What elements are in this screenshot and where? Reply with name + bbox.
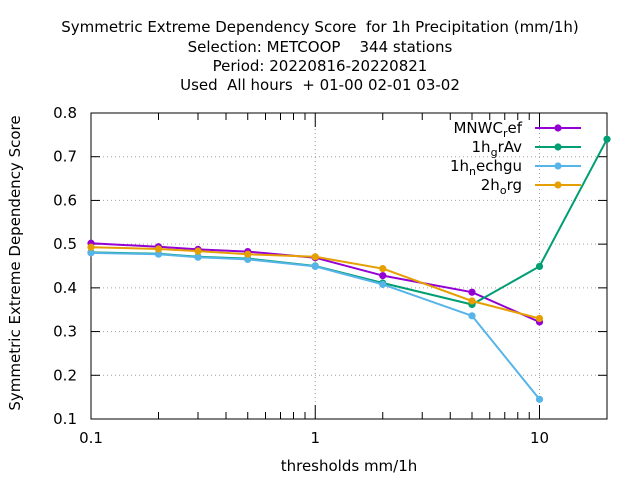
data-point <box>603 135 611 143</box>
y-axis-label: Symmetric Extreme Dependency Score <box>6 115 24 410</box>
data-point <box>194 247 202 255</box>
legend-swatch-point <box>554 162 562 170</box>
data-point <box>468 297 476 305</box>
x-tick-label: 0.1 <box>79 429 103 447</box>
data-point <box>535 395 544 403</box>
legend-label: 1hnechgu <box>450 157 522 178</box>
data-point <box>244 250 252 258</box>
chart-title-line-1: Symmetric Extreme Dependency Score for 1… <box>61 18 579 36</box>
chart-title-line-4: Used All hours + 01-00 02-01 03-02 <box>180 76 460 94</box>
series-lines <box>87 135 611 403</box>
axes: 0.1 0.2 0.3 0.4 0.5 0.6 0.7 0.8 0.1 1 10 <box>53 104 608 447</box>
data-point <box>311 253 319 261</box>
series-line <box>90 138 608 306</box>
x-tick-label: 10 <box>530 429 549 447</box>
y-tick-label: 0.2 <box>53 366 77 384</box>
data-point <box>311 262 319 271</box>
legend-swatch-point <box>554 143 562 151</box>
y-tick-label: 0.4 <box>53 279 77 297</box>
data-point <box>194 253 202 261</box>
data-point <box>87 243 95 251</box>
y-tick-label: 0.6 <box>53 191 77 209</box>
data-point <box>535 314 544 323</box>
y-tick-label: 0.5 <box>53 235 77 253</box>
data-point <box>468 312 476 320</box>
data-point <box>154 250 163 258</box>
chart-title-line-3: Period: 20220816-20220821 <box>212 57 428 75</box>
legend-label: 1hgrAv <box>472 138 523 159</box>
legend-swatch-point <box>554 124 562 132</box>
y-tick-label: 0.1 <box>53 410 77 428</box>
series-line <box>90 251 541 400</box>
data-point <box>87 249 95 257</box>
x-tick-label: 1 <box>310 429 320 447</box>
data-point <box>379 280 387 288</box>
data-point <box>535 262 544 271</box>
data-point <box>379 265 387 273</box>
data-point <box>154 245 163 253</box>
series-line <box>90 246 540 320</box>
chart-title-line-2: Selection: METCOOP 344 stations <box>187 38 453 56</box>
y-tick-label: 0.3 <box>53 323 77 341</box>
legend-label: MNWCref <box>453 119 522 140</box>
data-point <box>244 255 252 264</box>
y-tick-label: 0.7 <box>53 148 77 166</box>
data-point <box>468 288 476 296</box>
x-axis-label: thresholds mm/1h <box>281 457 418 475</box>
legend-swatch-point <box>554 181 562 189</box>
series-1h_nechgu <box>87 249 544 403</box>
series-1h_grAv <box>87 135 611 309</box>
data-point <box>379 272 387 280</box>
legend-label: 2horg <box>481 176 522 197</box>
y-tick-label: 0.8 <box>53 104 77 122</box>
plot-frame <box>90 112 608 420</box>
series-2h_org <box>87 243 544 323</box>
